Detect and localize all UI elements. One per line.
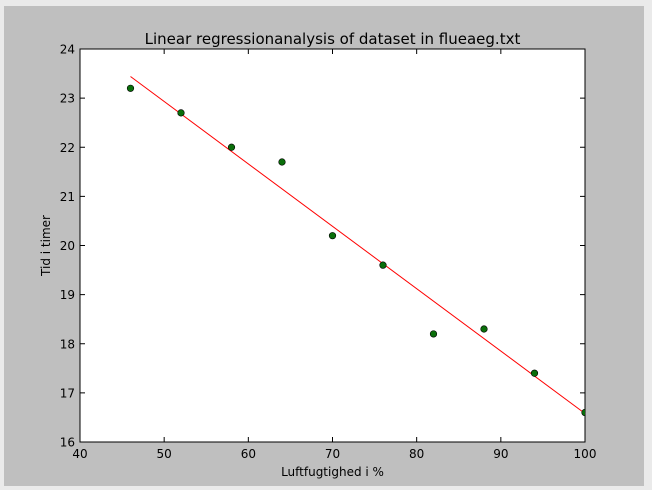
data-point [278, 158, 286, 166]
y-tick-label: 19 [60, 288, 75, 302]
chart-title: Linear regressionanalysis of dataset in … [145, 30, 521, 48]
y-tick-label: 17 [60, 386, 75, 400]
y-tick-label: 22 [60, 141, 75, 155]
x-tick-label: 60 [241, 447, 256, 461]
data-point [429, 330, 438, 338]
data-point [126, 84, 135, 92]
chart: Linear regressionanalysis of dataset in … [39, 30, 597, 479]
data-marks [126, 76, 586, 417]
figure-canvas: Linear regressionanalysis of dataset in … [4, 6, 644, 486]
data-point [177, 109, 185, 117]
plot-area [79, 48, 586, 443]
x-tick-label: 50 [157, 447, 172, 461]
x-axis-label: Luftfugtighed i % [281, 465, 384, 479]
y-tick-label: 18 [60, 337, 75, 351]
x-tick-label: 70 [325, 447, 340, 461]
x-tick-label: 80 [409, 447, 424, 461]
data-point [480, 325, 488, 333]
axis-ticks: 40 50 60 70 80 90 100 16 17 18 19 20 21 22 23 24 [60, 43, 597, 462]
y-tick-label: 20 [60, 239, 75, 253]
y-axis-label: Tid i timer [39, 215, 53, 277]
y-tick-label: 21 [60, 190, 75, 204]
y-tick-label: 16 [60, 436, 75, 450]
data-point [328, 232, 337, 240]
data-point [379, 261, 387, 269]
y-tick-label: 24 [60, 43, 75, 57]
data-point [227, 143, 236, 151]
x-tick-label: 100 [574, 447, 597, 461]
data-point [581, 408, 585, 417]
x-tick-label: 40 [72, 447, 87, 461]
regression-line [130, 76, 586, 414]
x-tick-label: 90 [493, 447, 508, 461]
data-point [530, 369, 539, 377]
y-tick-label: 23 [60, 92, 75, 106]
